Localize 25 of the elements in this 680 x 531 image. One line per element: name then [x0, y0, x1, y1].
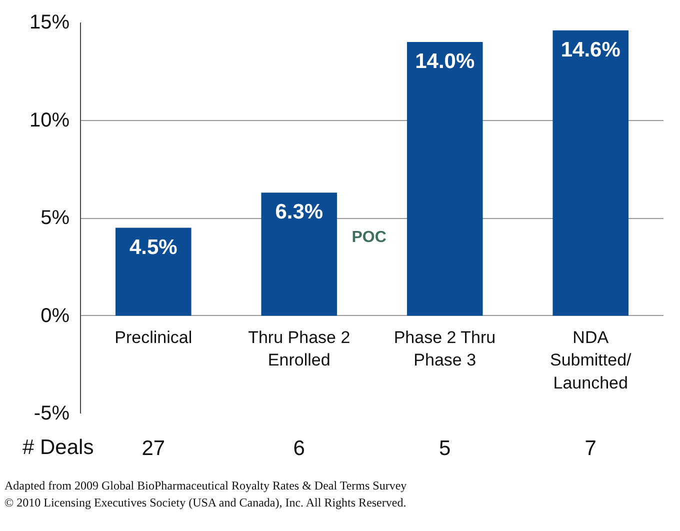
text: 5	[439, 437, 451, 460]
y-tick-label: 15%	[29, 12, 70, 34]
text: Adapted from 2009 Global BioPharmaceutical Royalty Rates & Deal Terms Survey	[4, 478, 407, 492]
x-tick-label: Thru Phase 2 Enrolled	[248, 328, 350, 370]
annotation: POC	[352, 229, 387, 246]
x-tick-label: Preclinical	[114, 328, 192, 347]
y-tick-label: 5%	[40, 207, 70, 229]
text: 6	[293, 437, 305, 460]
bar	[115, 228, 192, 316]
data-label: 14.0%	[415, 50, 475, 74]
bar	[552, 30, 629, 316]
bar	[406, 42, 483, 316]
data-label: 6.3%	[275, 200, 324, 224]
text: © 2010 Licensing Executives Society (USA and Canada), Inc. All Rights Reserved.	[4, 496, 406, 510]
text: 27	[142, 437, 166, 460]
y-tick-label: -5%	[34, 402, 70, 424]
x-tick-label: NDA Submitted/ Launched	[550, 328, 632, 392]
data-label: 14.6%	[560, 38, 621, 62]
y-tick-label: 0%	[40, 304, 70, 327]
x-tick-label: Phase 2 Thru Phase 3	[394, 328, 496, 370]
bar	[261, 192, 338, 316]
text: # Deals	[22, 436, 94, 459]
y-tick-label: 10%	[29, 109, 70, 132]
text: 7	[584, 437, 596, 460]
data-label: 4.5%	[129, 236, 178, 259]
